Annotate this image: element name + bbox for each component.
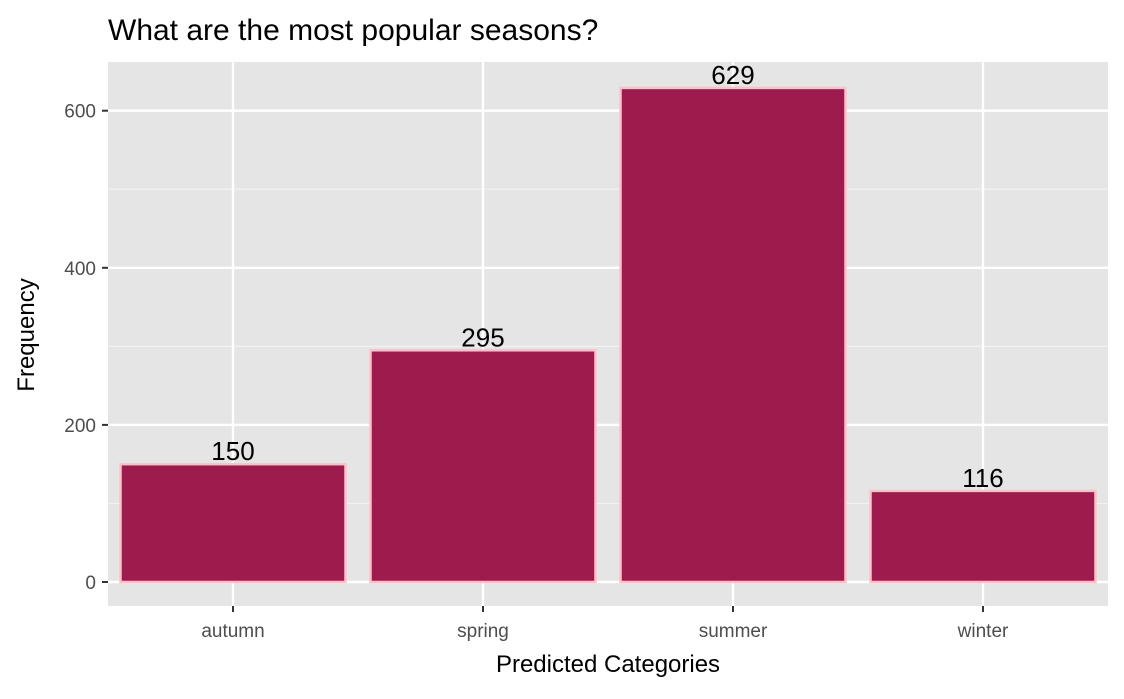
y-tick-label: 200 [64,416,96,437]
x-tick-label-winter: winter [957,621,1009,642]
x-tick-label-summer: summer [699,621,768,642]
x-axis: autumn spring summer winter [201,606,1009,642]
bar-winter [869,489,1097,584]
y-axis: 0 200 400 600 [64,102,108,594]
y-axis-title: Frequency [13,278,40,391]
x-tick-label-autumn: autumn [201,621,264,642]
data-label-winter: 116 [962,463,1003,493]
bar-spring [369,349,597,584]
x-tick-label-spring: spring [457,621,509,642]
data-label-spring: 295 [461,322,504,352]
data-label-autumn: 150 [211,436,254,466]
data-labels: 150 295 629 116 [211,60,1003,493]
bars [119,86,1097,584]
y-tick-label: 400 [64,259,96,280]
y-tick-label: 0 [85,573,96,594]
chart-title: What are the most popular seasons? [108,14,598,47]
bar-autumn [119,462,347,584]
bar-summer [619,86,847,584]
x-axis-title: Predicted Categories [496,651,720,678]
y-tick-label: 600 [64,102,96,123]
data-label-summer: 629 [711,60,754,90]
